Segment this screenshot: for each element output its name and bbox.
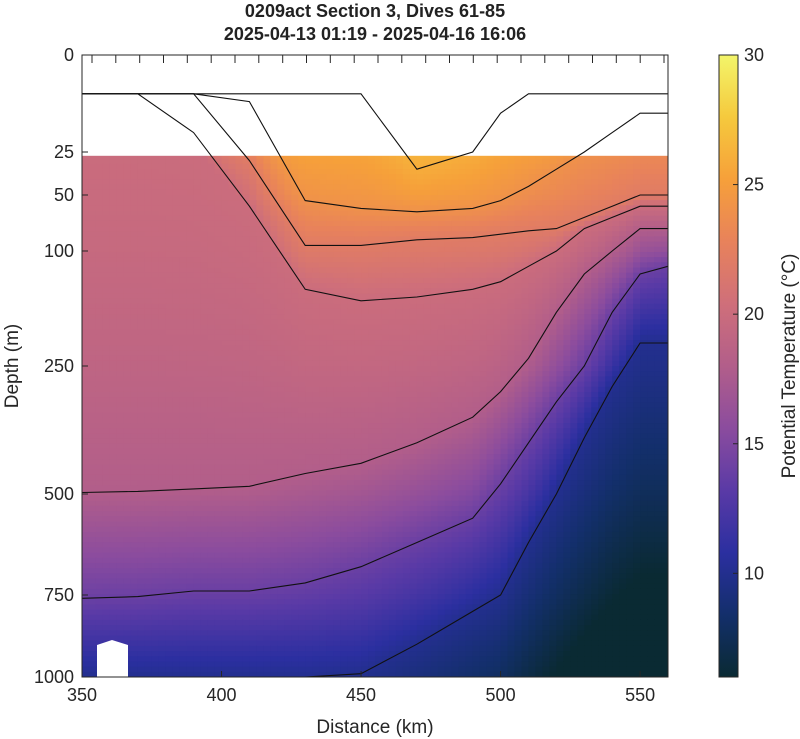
isotherm-22 [82,93,668,246]
colorbar-ticks: 10 15 20 25 30 [733,45,764,583]
isotherm-24 [82,93,668,213]
isotherm-20 [82,93,668,302]
no-data-band [82,55,668,156]
chart-title-line1: 0209act Section 3, Dives 61-85 [245,1,505,21]
y-tick-label: 1000 [34,667,74,687]
dive-markers [91,55,665,63]
x-axis-label: Distance (km) [316,717,433,738]
colorbar-label: Potential Temperature (°C) [779,254,800,479]
y-axis-label: Depth (m) [2,324,23,408]
isotherm-18 [82,228,668,494]
y-tick-label: 100 [44,241,74,261]
y-tick-label: 25 [54,142,74,162]
colorbar-tick-label: 25 [744,175,764,195]
y-tick-label: 50 [54,185,74,205]
x-tick-label: 550 [625,685,655,705]
x-tick-label: 400 [207,685,237,705]
colorbar-tick-label: 30 [744,45,764,65]
isotherm-26 [82,93,668,170]
colorbar-tick-label: 20 [744,304,764,324]
y-tick-label: 750 [44,585,74,605]
colorbar-tick-label: 15 [744,434,764,454]
colorbar-gradient [718,54,739,678]
y-tick-label: 0 [64,45,74,65]
colorbar [718,54,739,678]
x-axis-ticks: 350 400 450 500 550 [67,671,655,705]
x-tick-label: 450 [346,685,376,705]
bottom-gap-patch [97,640,128,677]
chart-title-line2: 2025-04-13 01:19 - 2025-04-16 16:06 [224,24,526,44]
y-tick-label: 500 [44,484,74,504]
isotherm-contours [82,93,668,677]
x-tick-label: 500 [486,685,516,705]
y-axis-ticks: 0 25 50 100 250 500 750 1000 [34,45,88,687]
isotherm-10 [82,342,668,677]
y-tick-label: 250 [44,356,74,376]
isotherm-14 [82,265,668,599]
colorbar-tick-label: 10 [744,563,764,583]
x-tick-label: 350 [67,685,97,705]
